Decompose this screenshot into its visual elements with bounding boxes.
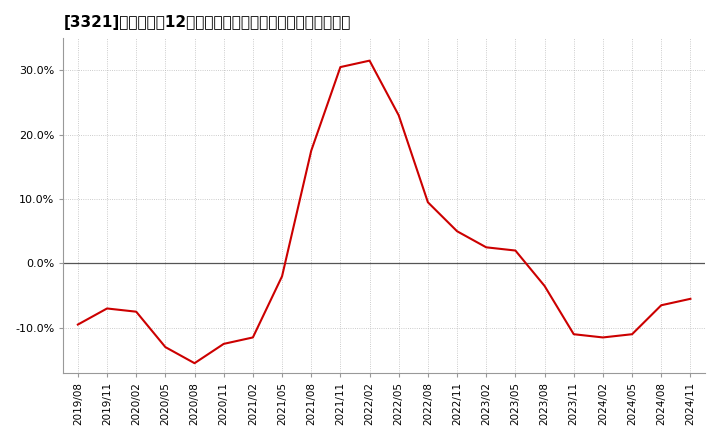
Text: [3321]　売上高の12か月移動合計の対前年同期増減率の推移: [3321] 売上高の12か月移動合計の対前年同期増減率の推移 [63,15,351,30]
